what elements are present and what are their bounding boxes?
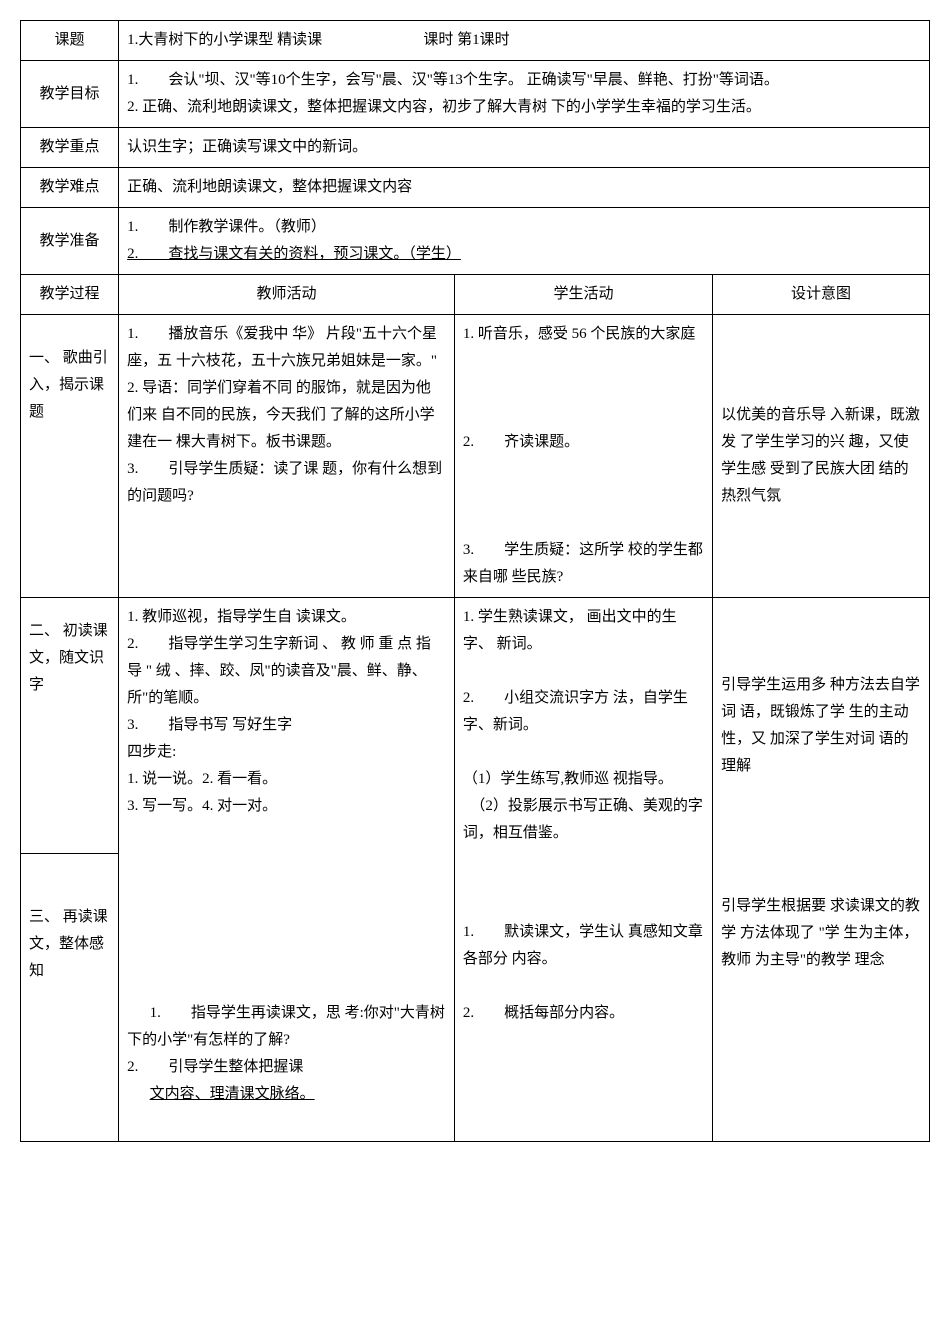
- intent-section2: 引导学生运用多 种方法去自学词 语，既锻炼了学 生的主动性，又 加深了学生对词 …: [713, 598, 930, 854]
- content-difficulty: 正确、流利地朗读课文，整体把握课文内容: [119, 168, 930, 208]
- teacher-section3-text: 1. 指导学生再读课文，思 考:你对"大青树下的小学"有怎样的了解? 2. 引导…: [127, 1005, 445, 1075]
- teacher-section1: 1. 播放音乐《爱我中 华》 片段"五十六个星座，五 十六枝花，五十六族兄弟姐妹…: [119, 315, 455, 598]
- label-prep: 教学准备: [21, 208, 119, 275]
- intent-section3: 引导学生根据要 求读课文的教学 方法体现了 "学 生为主体，教师 为主导"的教学…: [713, 853, 930, 1142]
- label-section1: 一、 歌曲引入，揭示课题: [21, 315, 119, 598]
- content-goal: 1. 会认"坝、汉"等10个生字，会写"晨、汉"等13个生字。 正确读写"早晨、…: [119, 61, 930, 128]
- row-section2: 二、 初读课文，随文识字 1. 教师巡视，指导学生自 读课文。 2. 指导学生学…: [21, 598, 930, 854]
- lesson-plan-table: 课题 1.大青树下的小学课型 精读课 课时 第1课时 教学目标 1. 会认"坝、…: [20, 20, 930, 1142]
- prep-line2: 2. 查找与课文有关的资料，预习课文。（学生）: [127, 241, 921, 268]
- label-keypoint: 教学重点: [21, 128, 119, 168]
- header-intent: 设计意图: [713, 275, 930, 315]
- row-section1: 一、 歌曲引入，揭示课题 1. 播放音乐《爱我中 华》 片段"五十六个星座，五 …: [21, 315, 930, 598]
- label-topic: 课题: [21, 21, 119, 61]
- content-prep: 1. 制作教学课件。（教师） 2. 查找与课文有关的资料，预习课文。（学生）: [119, 208, 930, 275]
- label-section3: 三、 再读课文，整体感知: [21, 853, 119, 1142]
- row-section3: 三、 再读课文，整体感知 1. 指导学生再读课文，思 考:你对"大青树下的小学"…: [21, 853, 930, 1142]
- row-process-header: 教学过程 教师活动 学生活动 设计意图: [21, 275, 930, 315]
- header-teacher: 教师活动: [119, 275, 455, 315]
- student-section1: 1. 听音乐，感受 56 个民族的大家庭 2. 齐读课题。 3. 学生质疑：这所…: [454, 315, 712, 598]
- header-student: 学生活动: [454, 275, 712, 315]
- content-keypoint: 认识生字；正确读写课文中的新词。: [119, 128, 930, 168]
- label-process: 教学过程: [21, 275, 119, 315]
- teacher-section3-underline: 文内容、理清课文脉络。: [150, 1086, 315, 1102]
- student-section2: 1. 学生熟读课文， 画出文中的生字、 新词。 2. 小组交流识字方 法，自学生…: [454, 598, 712, 854]
- student-section3: 1. 默读课文，学生认 真感知文章各部分 内容。 2. 概括每部分内容。: [454, 853, 712, 1142]
- prep-line1: 1. 制作教学课件。（教师）: [127, 214, 921, 241]
- label-goal: 教学目标: [21, 61, 119, 128]
- label-section2: 二、 初读课文，随文识字: [21, 598, 119, 854]
- row-prep: 教学准备 1. 制作教学课件。（教师） 2. 查找与课文有关的资料，预习课文。（…: [21, 208, 930, 275]
- intent-section1: 以优美的音乐导 入新课，既激发 了学生学习的兴 趣，又使学生感 受到了民族大团 …: [713, 315, 930, 598]
- row-topic: 课题 1.大青树下的小学课型 精读课 课时 第1课时: [21, 21, 930, 61]
- teacher-section2: 1. 教师巡视，指导学生自 读课文。 2. 指导学生学习生字新词 、 教 师 重…: [119, 598, 455, 854]
- row-difficulty: 教学难点 正确、流利地朗读课文，整体把握课文内容: [21, 168, 930, 208]
- teacher-section3: 1. 指导学生再读课文，思 考:你对"大青树下的小学"有怎样的了解? 2. 引导…: [119, 853, 455, 1142]
- row-keypoint: 教学重点 认识生字；正确读写课文中的新词。: [21, 128, 930, 168]
- label-difficulty: 教学难点: [21, 168, 119, 208]
- content-topic: 1.大青树下的小学课型 精读课 课时 第1课时: [119, 21, 930, 61]
- row-goal: 教学目标 1. 会认"坝、汉"等10个生字，会写"晨、汉"等13个生字。 正确读…: [21, 61, 930, 128]
